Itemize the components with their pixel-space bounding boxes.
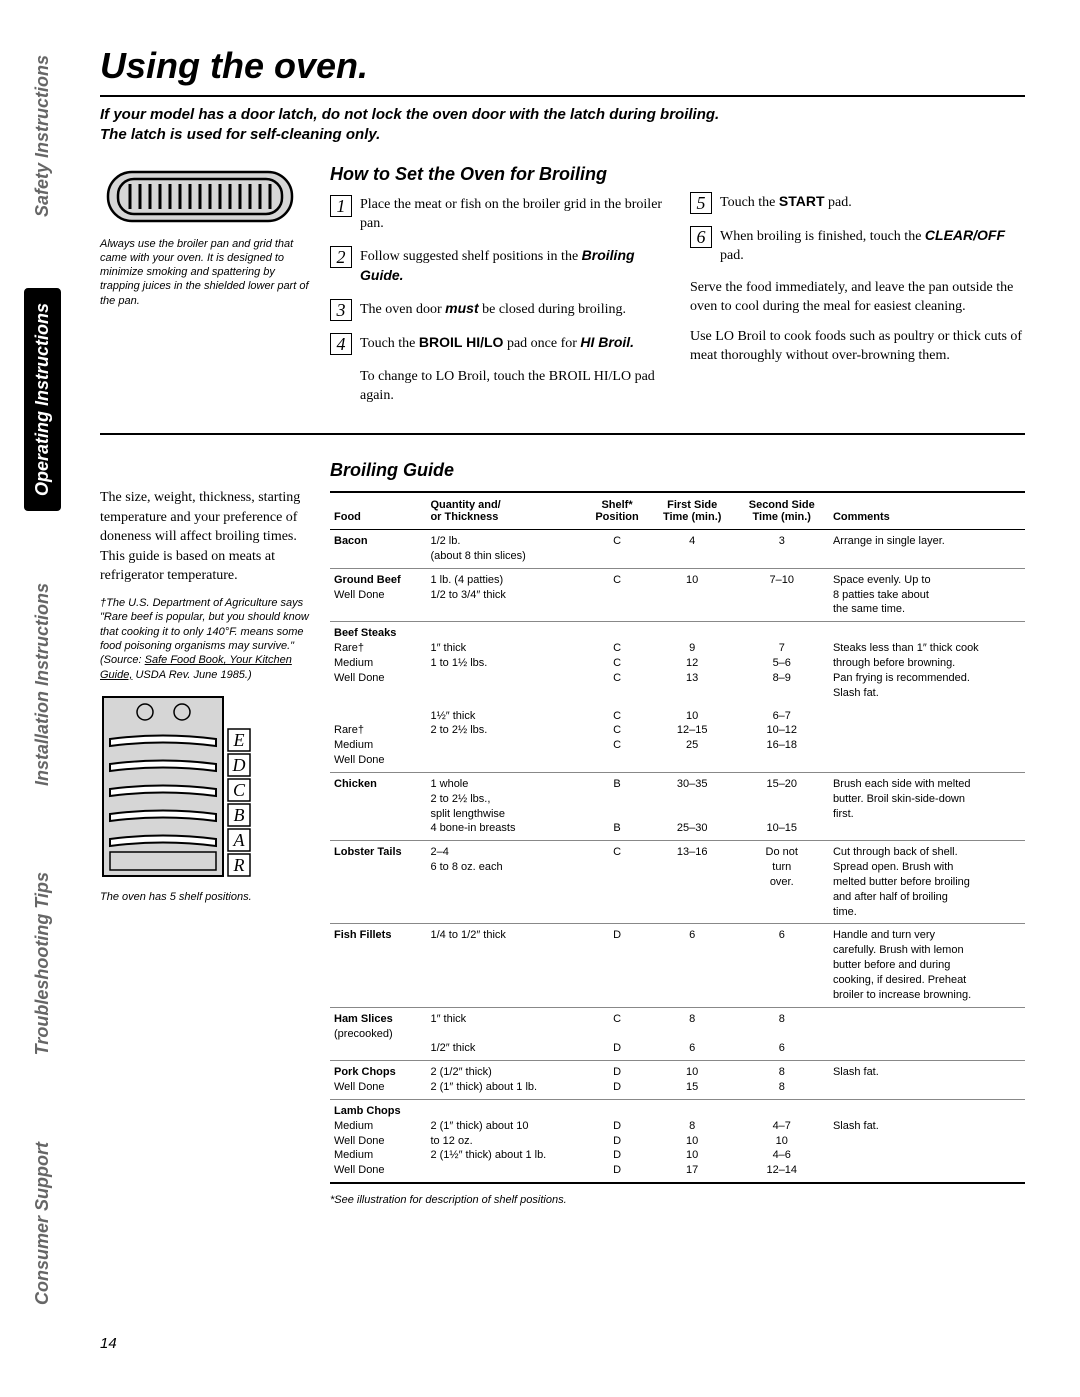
- step-5: 5Touch the START pad.: [690, 192, 1025, 214]
- guide-intro: The size, weight, thickness, starting te…: [100, 488, 310, 586]
- page-title: Using the oven.: [100, 45, 1025, 87]
- svg-text:R: R: [233, 855, 245, 875]
- table-row: Fish Fillets1/4 to 1/2″ thickD66Handle a…: [330, 924, 1025, 1007]
- page-content: Using the oven. If your model has a door…: [100, 45, 1025, 1206]
- th-comments: Comments: [829, 492, 1025, 530]
- svg-text:E: E: [233, 730, 245, 750]
- svg-text:B: B: [234, 805, 245, 825]
- table-row: Ground BeefWell Done1 lb. (4 patties)1/2…: [330, 568, 1025, 622]
- page-number: 14: [100, 1335, 117, 1352]
- table-row: Pork ChopsWell Done2 (1/2″ thick)2 (1″ t…: [330, 1061, 1025, 1100]
- svg-text:A: A: [233, 830, 246, 850]
- step-4: 4Touch the BROIL HI/LO pad once for HI B…: [330, 333, 665, 355]
- tab-troubleshooting[interactable]: Troubleshooting Tips: [24, 857, 61, 1070]
- table-row: Bacon1/2 lb.(about 8 thin slices)C43Arra…: [330, 530, 1025, 569]
- intro-text: If your model has a door latch, do not l…: [100, 105, 1025, 146]
- serve-para: Serve the food immediately, and leave th…: [690, 278, 1025, 317]
- th-qty: Quantity and/or Thickness: [426, 492, 584, 530]
- table-row: Lobster Tails2–46 to 8 oz. eachC13–16Do …: [330, 841, 1025, 924]
- tab-safety[interactable]: Safety Instructions: [24, 40, 61, 232]
- table-row: Chicken1 whole2 to 2½ lbs.,split lengthw…: [330, 772, 1025, 840]
- illus1-caption: Always use the broiler pan and grid that…: [100, 237, 310, 308]
- broiling-guide-heading: Broiling Guide: [330, 460, 1025, 481]
- table-footnote: *See illustration for description of she…: [330, 1194, 1025, 1206]
- rule: [100, 95, 1025, 97]
- table-row: Rare†MediumWell Done1½″ thick2 to 2½ lbs…: [330, 705, 1025, 773]
- table-row: Beef SteaksRare†MediumWell Done 1″ thick…: [330, 622, 1025, 705]
- rule2: [100, 433, 1025, 435]
- how-to-heading: How to Set the Oven for Broiling: [330, 164, 665, 185]
- tab-consumer-support[interactable]: Consumer Support: [24, 1127, 61, 1320]
- usda-note: †The U.S. Department of Agriculture says…: [100, 596, 310, 682]
- lo-broil-para: Use LO Broil to cook foods such as poult…: [690, 327, 1025, 366]
- shelf-positions-illustration: E D C B A R: [100, 694, 260, 879]
- th-shelf: Shelf*Position: [584, 492, 650, 530]
- illus2-caption: The oven has 5 shelf positions.: [100, 890, 310, 904]
- th-second: Second SideTime (min.): [735, 492, 829, 530]
- svg-text:C: C: [233, 780, 246, 800]
- step-4-sub: To change to LO Broil, touch the BROIL H…: [360, 367, 665, 406]
- step-2: 2Follow suggested shelf positions in the…: [330, 246, 665, 287]
- th-first: First SideTime (min.): [650, 492, 735, 530]
- broiling-guide-table: Food Quantity and/or Thickness Shelf*Pos…: [330, 491, 1025, 1184]
- svg-text:D: D: [232, 755, 246, 775]
- th-food: Food: [330, 492, 426, 530]
- step-6: 6When broiling is finished, touch the CL…: [690, 226, 1025, 266]
- step-3: 3The oven door must be closed during bro…: [330, 299, 665, 321]
- tab-operating[interactable]: Operating Instructions: [24, 288, 61, 511]
- step-1: 1Place the meat or fish on the broiler g…: [330, 195, 665, 234]
- table-row: Lamb ChopsMediumWell DoneMediumWell Done…: [330, 1099, 1025, 1183]
- tab-installation[interactable]: Installation Instructions: [24, 568, 61, 801]
- table-row: Ham Slices(precooked)1″ thick 1/2″ thick…: [330, 1007, 1025, 1061]
- broiler-pan-illustration: [100, 164, 300, 229]
- sidebar-tabs: Safety Instructions Operating Instructio…: [0, 0, 85, 1397]
